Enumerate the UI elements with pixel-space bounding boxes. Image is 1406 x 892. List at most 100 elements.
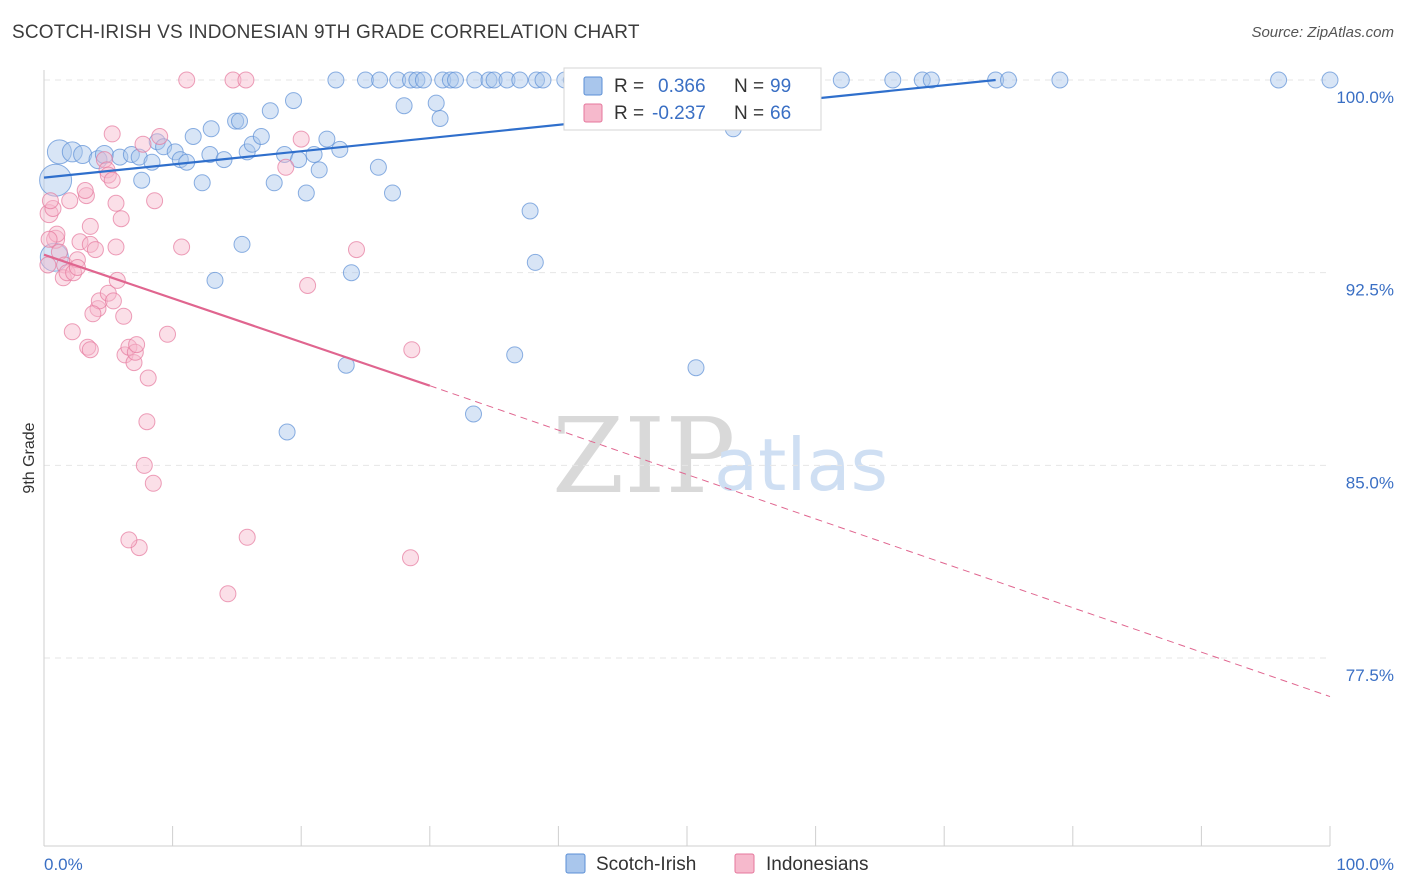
y-tick-label-1: 92.5%	[1346, 281, 1394, 300]
point-indonesians-64	[39, 256, 57, 274]
point-indonesians-17	[81, 341, 99, 359]
point-indonesians-49	[224, 71, 242, 89]
point-scotch-irish-49	[441, 71, 459, 89]
point-scotch-irish-73	[922, 71, 940, 89]
y-tick-label-3: 77.5%	[1346, 666, 1394, 685]
point-scotch-irish-86	[465, 405, 482, 423]
legend-r-value-2: -0.237	[652, 103, 706, 124]
point-scotch-irish-0	[39, 163, 73, 197]
point-indonesians-45	[173, 238, 191, 256]
stats-legend-box	[563, 67, 822, 131]
point-scotch-irish-54	[498, 71, 516, 89]
legend-r-label-1: R =	[614, 76, 644, 97]
point-indonesians-33	[115, 307, 133, 325]
grid-lines	[44, 79, 1330, 659]
point-indonesians-29	[107, 238, 125, 256]
point-indonesians-43	[151, 128, 169, 145]
point-indonesians-44	[159, 325, 176, 343]
point-scotch-irish-87	[278, 423, 296, 441]
point-scotch-irish-41	[389, 71, 407, 89]
legend-r-label-2: R =	[614, 103, 644, 124]
point-scotch-irish-78	[1321, 71, 1339, 89]
point-indonesians-26	[104, 292, 122, 310]
point-scotch-irish-29	[285, 92, 302, 110]
point-indonesians-53	[238, 528, 256, 546]
point-scotch-irish-71	[884, 71, 902, 89]
series-legend-swatch-scotch-irish	[565, 853, 586, 874]
point-indonesians-47	[138, 413, 156, 431]
point-scotch-irish-9	[133, 171, 151, 189]
point-scotch-irish-35	[331, 140, 349, 158]
point-scotch-irish-37	[357, 71, 374, 89]
point-indonesians-18	[81, 235, 99, 253]
point-scotch-irish-39	[369, 158, 387, 176]
point-scotch-irish-31	[297, 184, 315, 202]
point-scotch-irish-5	[94, 145, 114, 164]
legend-swatch-pink	[583, 103, 603, 123]
point-scotch-irish-77	[1270, 71, 1288, 89]
point-indonesians-38	[128, 336, 146, 354]
series-legend-label-indonesians: Indonesians	[766, 854, 868, 875]
series-legend-swatch-indonesians	[734, 853, 755, 874]
trend-line-extension-indonesians	[429, 385, 1331, 698]
series-legend: Scotch-Irish Indonesians	[565, 853, 868, 875]
source-credit: Source: ZipAtlas.com	[1251, 24, 1394, 41]
point-indonesians-8	[61, 192, 79, 210]
trend-lines	[43, 78, 1331, 698]
point-scotch-irish-80	[233, 235, 251, 253]
point-scotch-irish-8	[130, 148, 148, 166]
point-indonesians-19	[86, 241, 104, 259]
point-scotch-irish-88	[687, 359, 705, 377]
point-indonesians-54	[292, 130, 310, 148]
point-indonesians-59	[402, 549, 419, 567]
point-indonesians-32	[112, 210, 130, 228]
point-indonesians-12	[71, 233, 89, 251]
series-indonesians-points	[39, 71, 421, 603]
point-scotch-irish-1	[46, 139, 72, 165]
point-scotch-irish-51	[466, 71, 484, 89]
y-tick-label-2: 85.0%	[1346, 473, 1394, 492]
point-scotch-irish-33	[310, 161, 328, 179]
stats-legend: R = 0.366 N = 99 R = -0.237 N = 66	[563, 67, 822, 131]
point-indonesians-27	[103, 171, 121, 189]
point-indonesians-60	[120, 531, 138, 549]
legend-swatch-blue	[583, 76, 603, 96]
point-scotch-irish-76	[1051, 71, 1069, 89]
point-scotch-irish-55	[511, 71, 529, 89]
point-indonesians-11	[68, 259, 86, 276]
point-scotch-irish-81	[206, 271, 224, 289]
legend-n-label-2: N =	[734, 103, 764, 124]
legend-r-value-1: 0.366	[658, 76, 706, 97]
point-indonesians-7	[58, 264, 76, 282]
point-indonesians-55	[277, 158, 295, 176]
point-scotch-irish-25	[252, 128, 270, 145]
point-scotch-irish-26	[261, 102, 279, 120]
point-scotch-irish-40	[384, 184, 401, 202]
point-scotch-irish-53	[485, 71, 503, 89]
point-indonesians-15	[81, 217, 99, 235]
point-scotch-irish-27	[265, 174, 283, 192]
point-indonesians-42	[144, 474, 162, 492]
point-scotch-irish-4	[88, 150, 108, 170]
point-scotch-irish-43	[402, 71, 419, 89]
point-scotch-irish-48	[427, 94, 445, 112]
legend-n-value-2: 66	[770, 103, 791, 124]
point-scotch-irish-42	[395, 97, 413, 115]
series-scotch-irish-points	[39, 71, 1339, 441]
point-scotch-irish-46	[431, 110, 449, 127]
point-indonesians-65	[40, 230, 58, 248]
point-scotch-irish-17	[193, 174, 211, 192]
point-scotch-irish-44	[408, 71, 426, 89]
point-indonesians-63	[41, 192, 59, 210]
point-indonesians-28	[107, 194, 125, 212]
point-scotch-irish-83	[526, 253, 544, 271]
point-scotch-irish-85	[506, 346, 524, 364]
point-indonesians-41	[146, 192, 164, 210]
chart-title: SCOTCH-IRISH VS INDONESIAN 9TH GRADE COR…	[12, 22, 640, 43]
point-scotch-irish-70	[832, 71, 850, 89]
point-indonesians-58	[403, 341, 421, 359]
point-scotch-irish-3	[73, 145, 93, 164]
point-scotch-irish-22	[231, 112, 248, 130]
series-legend-label-scotch-irish: Scotch-Irish	[596, 854, 696, 875]
point-indonesians-39	[134, 135, 152, 153]
